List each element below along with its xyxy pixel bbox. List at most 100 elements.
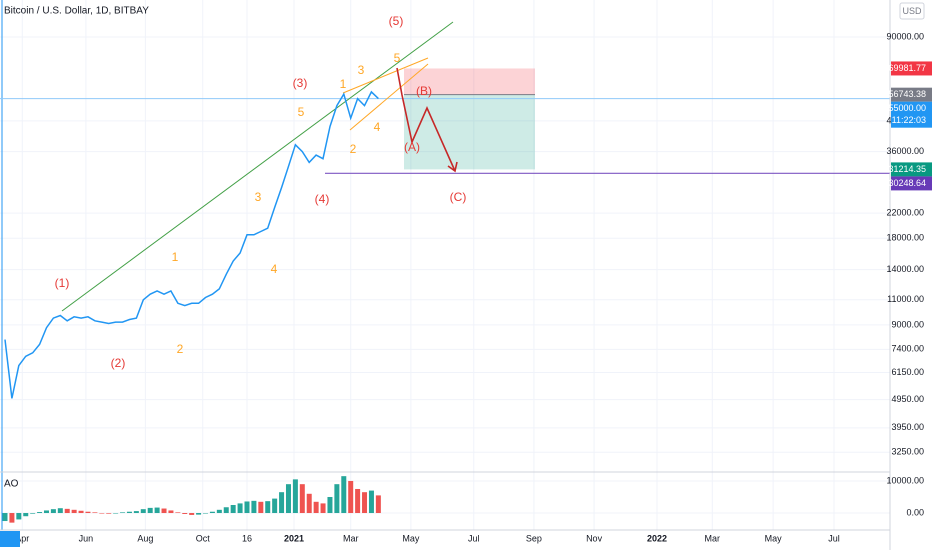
- indicator-name: AO: [4, 479, 19, 490]
- forecast-path: [396, 67, 456, 172]
- y-tick-label: 18000.00: [886, 233, 924, 243]
- x-tick-label: 2022: [647, 533, 667, 543]
- ao-bar: [106, 513, 112, 514]
- ao-bar: [348, 480, 354, 514]
- wave-label: 5: [298, 105, 305, 119]
- ao-bar: [43, 510, 49, 514]
- grid: [0, 0, 890, 530]
- ao-bar: [161, 508, 167, 514]
- wave-label: 5: [394, 51, 401, 65]
- trend-line: [61, 21, 454, 312]
- price-label: 30248.64: [888, 178, 926, 188]
- y-tick-label: 6150.00: [891, 367, 924, 377]
- price-label: 55000.00: [888, 103, 926, 113]
- ao-bar: [334, 484, 340, 514]
- ao-bar: [313, 501, 319, 514]
- ao-bar: [237, 503, 243, 514]
- indicator-tick-label: 0.00: [906, 507, 924, 517]
- cursor-label-box: [0, 531, 20, 547]
- price-label-box: [891, 87, 932, 102]
- y-tick-label: 14000.00: [886, 264, 924, 274]
- price-series: [4, 90, 379, 399]
- x-tick-label: Mar: [705, 533, 721, 543]
- ao-bar: [16, 513, 22, 520]
- wave-label: (B): [416, 84, 432, 98]
- price-label-box: [891, 61, 932, 76]
- wedge-line: [349, 63, 429, 131]
- x-tick-label: Apr: [15, 533, 29, 543]
- ao-bar: [168, 510, 174, 514]
- ao-bar: [113, 513, 119, 514]
- x-tick-label: May: [402, 533, 420, 543]
- ao-bar: [299, 484, 305, 514]
- wave-label: 3: [255, 190, 262, 204]
- price-label-box: [891, 101, 932, 128]
- y-tick-label: 11000.00: [887, 294, 924, 304]
- ao-bar: [285, 484, 291, 514]
- wave-label: 4: [374, 120, 381, 134]
- ao-bar: [154, 507, 160, 514]
- ao-bar: [92, 512, 98, 514]
- x-tick-label: Sep: [526, 533, 542, 543]
- y-tick-label: 3250.00: [891, 447, 924, 457]
- ao-bar: [258, 501, 264, 514]
- indicator-tick-label: 10000.00: [886, 475, 924, 485]
- ao-bar: [216, 509, 222, 514]
- axes: 90000.0046000.0036000.0022000.0018000.00…: [0, 31, 932, 547]
- wave-label: 2: [350, 142, 357, 156]
- ao-bar: [64, 508, 70, 514]
- currency-box[interactable]: [899, 2, 925, 20]
- ao-bar: [85, 511, 91, 514]
- wave-label: (4): [315, 192, 330, 206]
- ao-bar: [244, 501, 250, 514]
- ao-bar: [272, 498, 278, 514]
- ao-bar: [292, 479, 298, 514]
- forecast-arrow: [447, 161, 458, 173]
- ao-bar: [140, 509, 146, 514]
- chart-title: Bitcoin / U.S. Dollar, 1D, BITBAY: [4, 6, 149, 17]
- ao-bar: [30, 513, 36, 514]
- x-tick-label: Oct: [196, 533, 211, 543]
- target-zone: [404, 94, 535, 170]
- wave-label: 2: [177, 342, 184, 356]
- ao-bar: [126, 511, 132, 514]
- y-tick-label: 36000.00: [886, 146, 924, 156]
- ao-bar: [120, 512, 126, 514]
- wave-label: (3): [293, 76, 308, 90]
- x-tick-label: 16: [242, 533, 252, 543]
- ao-bar: [265, 501, 271, 514]
- ao-bar: [57, 508, 63, 514]
- stop-zone: [404, 68, 535, 95]
- ao-bar: [23, 513, 29, 517]
- wave-label: (A): [404, 140, 420, 154]
- wave-label: 3: [358, 63, 365, 77]
- price-label: 69981.77: [888, 63, 926, 73]
- wave-label: (1): [55, 276, 70, 290]
- ao-bar: [71, 509, 77, 514]
- y-tick-label: 22000.00: [886, 208, 924, 218]
- x-tick-label: Nov: [586, 533, 603, 543]
- ao-bar: [341, 476, 347, 514]
- ao-bar: [209, 511, 215, 514]
- ao-bar: [203, 513, 209, 514]
- y-tick-label: 7400.00: [891, 344, 924, 354]
- y-tick-label: 9000.00: [891, 319, 924, 329]
- wave-label: (C): [450, 190, 467, 204]
- ao-bar: [147, 507, 153, 514]
- ao-bar: [368, 490, 374, 514]
- ao-bar: [78, 510, 84, 514]
- y-tick-label: 3950.00: [891, 422, 924, 432]
- ao-bar: [223, 507, 229, 514]
- ao-bar: [327, 496, 333, 514]
- ao-bar: [306, 493, 312, 514]
- ao-bar: [189, 513, 195, 515]
- ao-bar: [50, 509, 56, 514]
- wave-label: 1: [172, 250, 179, 264]
- ao-bar: [175, 512, 181, 514]
- wave-label: (5): [389, 14, 404, 28]
- ao-bar: [37, 512, 43, 514]
- ao-bar: [355, 488, 361, 514]
- x-tick-label: Mar: [343, 533, 359, 543]
